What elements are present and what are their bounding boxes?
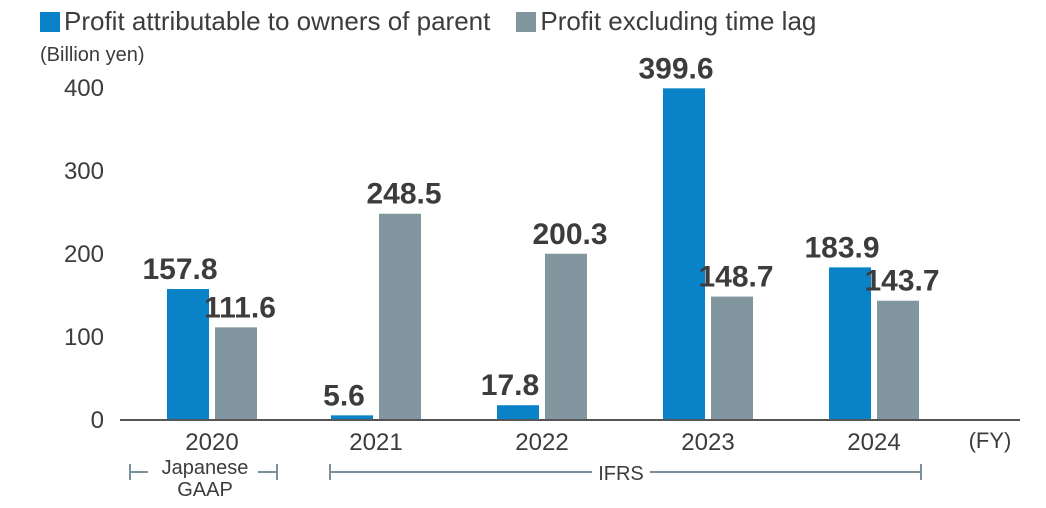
legend-label-series2: Profit excluding time lag [540, 6, 817, 36]
bar-series2 [711, 296, 753, 420]
legend-item-series1: Profit attributable to owners of parent [40, 6, 490, 37]
bar-series2 [215, 327, 257, 420]
data-label: 157.8 [142, 253, 217, 286]
legend: Profit attributable to owners of parent … [40, 6, 842, 37]
data-label: 399.6 [638, 52, 713, 85]
bar-series1 [663, 88, 705, 420]
data-label: 143.7 [864, 265, 939, 298]
data-label: 5.6 [323, 379, 365, 412]
x-tick-label: 2021 [349, 429, 402, 456]
y-tick-label: 0 [91, 407, 104, 434]
bar-series1 [331, 415, 373, 420]
x-axis-unit-label: (FY) [969, 428, 1012, 453]
legend-item-series2: Profit excluding time lag [516, 6, 816, 37]
data-label: 248.5 [366, 178, 441, 211]
y-tick-label: 100 [64, 324, 104, 351]
bar-series2 [379, 213, 421, 420]
legend-swatch-series1 [40, 11, 60, 32]
y-tick-label: 200 [64, 241, 104, 268]
data-label: 17.8 [481, 369, 539, 402]
y-tick-label: 300 [64, 158, 104, 185]
x-tick-label: 2022 [515, 429, 568, 456]
bar-series1 [497, 405, 539, 420]
bar-series1 [829, 267, 871, 420]
bar-series1 [167, 289, 209, 420]
data-label: 200.3 [532, 218, 607, 251]
data-label: 183.9 [804, 231, 879, 264]
x-tick-label: 2020 [185, 429, 238, 456]
x-tick-label: 2023 [681, 429, 734, 456]
gaap-label-line2: GAAP [177, 479, 233, 501]
data-label: 111.6 [204, 291, 276, 324]
bar-series2 [877, 300, 919, 420]
y-tick-label: 400 [64, 75, 104, 102]
y-axis-unit-label: (Billion yen) [40, 44, 145, 66]
legend-label-series1: Profit attributable to owners of parent [64, 6, 491, 36]
legend-swatch-series2 [516, 11, 537, 32]
gaap-label-line1: Japanese [162, 457, 249, 479]
data-label: 148.7 [698, 261, 773, 294]
bar-series2 [545, 253, 587, 420]
ifrs-label: IFRS [598, 463, 644, 485]
x-tick-label: 2024 [847, 429, 900, 456]
